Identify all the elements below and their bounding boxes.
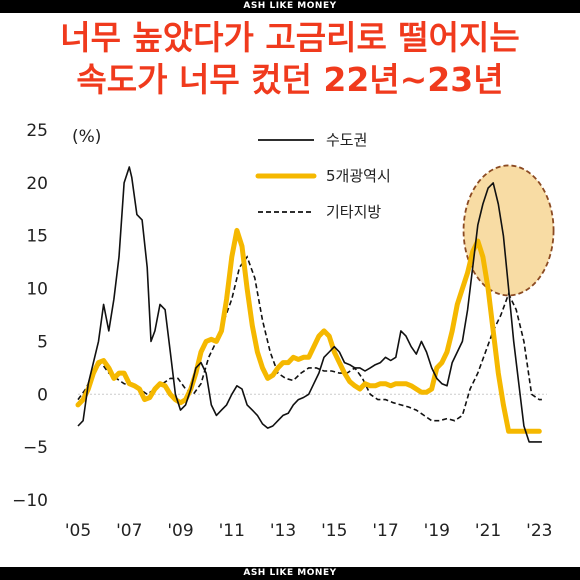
x-tick-label: '07 [116,521,142,541]
y-axis-unit-label: (%) [72,127,101,147]
x-tick-label: '21 [475,521,501,541]
x-tick-label: '19 [424,521,450,541]
brand-bottom-label: ASH LIKE MONEY [243,568,337,578]
headline-line-2: 속도가 너무 컸던 22년~23년 [76,60,504,99]
y-tick-label: 0 [37,385,48,405]
y-tick-label: −10 [12,491,48,511]
series-line-thick-solid [75,227,542,434]
series-layer [75,166,542,443]
x-tick-label: '13 [270,521,296,541]
x-tick-label: '11 [219,521,245,541]
legend-label: 기타지방 [326,203,381,221]
y-tick-label: 25 [26,121,48,141]
x-tick-label: '09 [167,521,193,541]
brand-bar-bottom: ASH LIKE MONEY [0,567,580,580]
y-tick-label: −5 [23,438,48,458]
y-axis-ticks: 25 20 15 10 5 0 −5 −10 [12,121,48,511]
x-axis-ticks: '05 '07 '09 '11 '13 '15 '17 '19 '21 '23 [65,521,553,541]
series-line-thin-solid [77,166,542,443]
legend-label: 수도권 [326,131,367,149]
line-chart: 25 20 15 10 5 0 −5 −10 '05 '07 '09 '11 '13 '15 '17 '19… [12,121,555,541]
legend-label: 5개광역시 [326,167,391,185]
y-tick-label: 20 [26,174,48,194]
x-tick-label: '17 [372,521,398,541]
x-tick-label: '15 [321,521,347,541]
brand-bar-top: ASH LIKE MONEY [0,0,580,13]
y-tick-label: 15 [26,227,48,247]
x-tick-label: '05 [65,521,91,541]
x-tick-label: '23 [526,521,552,541]
y-tick-label: 5 [37,332,48,352]
headline-line-1: 너무 높았다가 고금리로 떨어지는 [60,18,520,57]
y-tick-label: 10 [26,280,48,300]
brand-top-label: ASH LIKE MONEY [243,1,337,11]
